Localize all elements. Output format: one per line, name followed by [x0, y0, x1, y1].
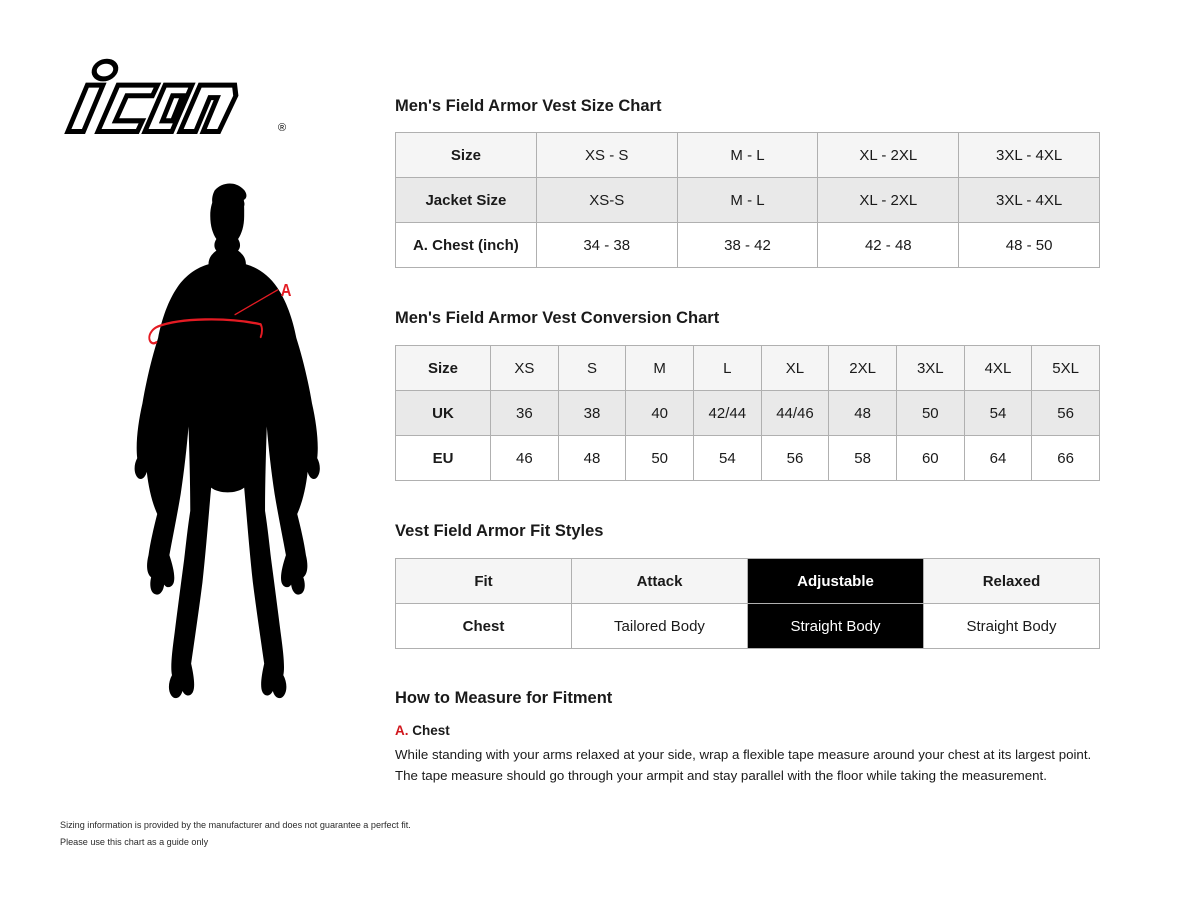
svg-text:A: A — [281, 281, 292, 301]
